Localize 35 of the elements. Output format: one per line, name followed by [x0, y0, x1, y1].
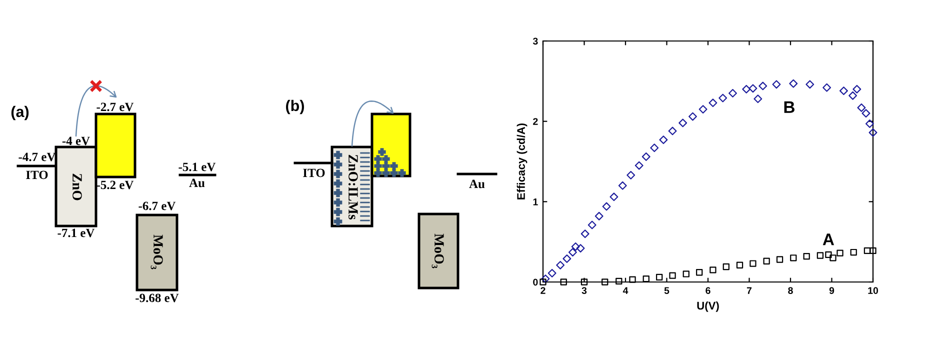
text: ZnO: [72, 174, 82, 200]
y-tick-label: 1: [533, 198, 538, 206]
text: ITO: [303, 168, 325, 178]
y-tick-label: 3: [532, 38, 538, 45]
text: Au: [469, 180, 485, 188]
text: -9.68 eV: [136, 294, 179, 302]
x-tick-label: 4: [622, 287, 628, 294]
y-axis-title: Efficacy (cd/A): [516, 123, 528, 200]
text: (b): [286, 100, 304, 114]
text: -5.2 eV: [96, 180, 134, 190]
text: -2.7 eV: [96, 102, 134, 112]
x-tick-label: 10: [868, 287, 878, 294]
series-label: B: [784, 101, 794, 113]
x-tick-label: 3: [582, 287, 587, 294]
text: -7.1 eV: [58, 228, 95, 238]
x-tick-label: 7: [746, 287, 752, 294]
y-tick-label: 2: [533, 118, 538, 125]
text: -4 eV: [62, 136, 90, 146]
text: (a): [11, 106, 29, 120]
text: ZnO:ILMs: [348, 154, 358, 220]
x-tick-label: 6: [706, 287, 710, 294]
x-tick-label: 2: [540, 287, 546, 294]
text: -5.1 eV: [178, 162, 216, 172]
y-tick-label: 0: [533, 278, 538, 286]
text: MoO₃: [432, 234, 444, 268]
text: MoO₃: [150, 234, 163, 270]
x-tick-label: 9: [829, 287, 834, 294]
text: ITO: [26, 170, 48, 180]
series-label: A: [822, 234, 834, 246]
text: Au: [189, 178, 205, 188]
x-tick-label: 5: [664, 287, 670, 294]
x-axis-title: U(V): [697, 301, 719, 312]
text: -4.7 eV: [18, 152, 56, 162]
text: -6.7 eV: [138, 202, 176, 210]
x-tick-label: 8: [788, 287, 793, 294]
